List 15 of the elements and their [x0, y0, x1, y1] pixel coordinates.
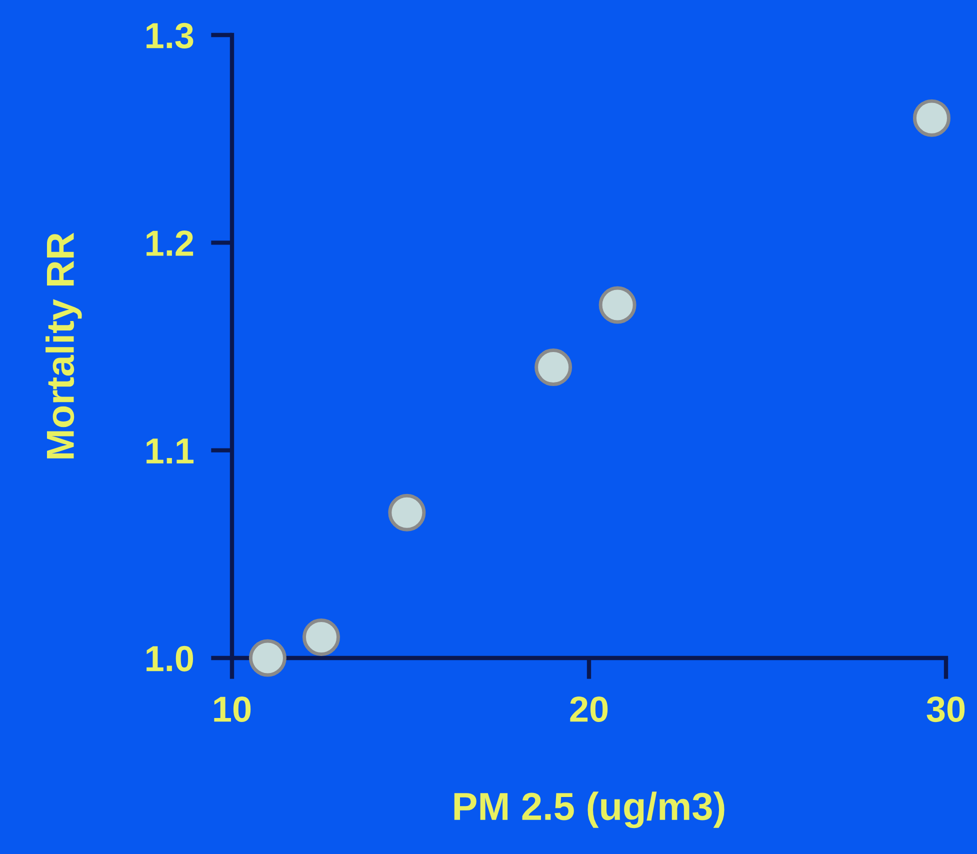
point: [912, 99, 950, 137]
point: [534, 348, 572, 386]
y-tick-label: 1.3: [146, 22, 194, 48]
point: [302, 618, 340, 656]
x-tick-label: 30: [926, 696, 965, 722]
point: [248, 639, 286, 677]
y-tick-label: 1.2: [146, 230, 194, 256]
y-tick-label: 1.0: [146, 646, 194, 672]
point: [388, 494, 426, 532]
point: [598, 286, 636, 324]
x-tick-label: 20: [570, 696, 608, 722]
y-tick-label: 1.1: [146, 438, 194, 464]
x-tick-label: 10: [214, 696, 251, 722]
y-axis-title: Mortality RR: [46, 232, 82, 458]
x-axis-title: PM 2.5 (ug/m3): [454, 792, 724, 828]
